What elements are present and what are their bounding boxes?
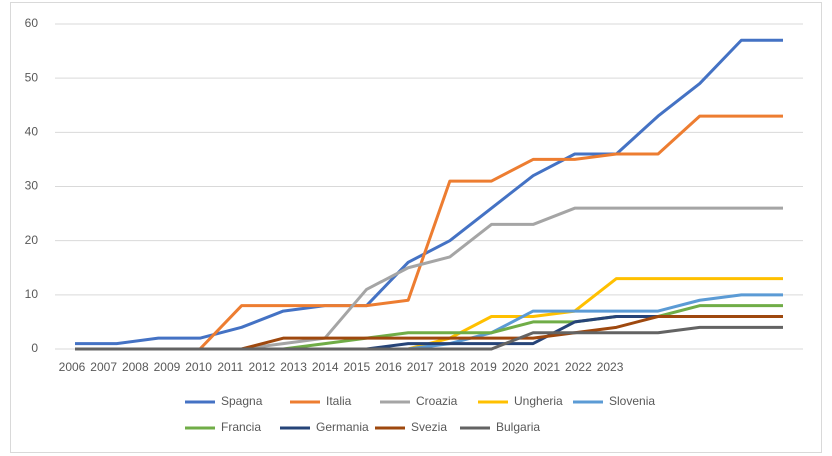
y-tick-label: 40 [25, 125, 39, 139]
series-line [75, 38, 783, 346]
legend-label: Bulgaria [496, 420, 540, 434]
x-tick-label: 2018 [438, 360, 465, 374]
x-tick-label: 2023 [597, 360, 624, 374]
x-tick-label: 2014 [312, 360, 339, 374]
legend-label: Croazia [416, 394, 458, 408]
x-tick-label: 2009 [154, 360, 181, 374]
x-tick-label: 2012 [249, 360, 276, 374]
x-tick-label: 2010 [185, 360, 212, 374]
x-tick-label: 2017 [407, 360, 434, 374]
x-tick-label: 2008 [122, 360, 149, 374]
legend-label: Slovenia [609, 394, 655, 408]
y-tick-label: 50 [25, 70, 39, 84]
x-tick-label: 2015 [343, 360, 370, 374]
legend-label: Ungheria [514, 394, 563, 408]
legend-label: Svezia [411, 420, 447, 434]
x-tick-label: 2011 [217, 360, 243, 374]
x-tick-label: 2013 [280, 360, 307, 374]
y-tick-label: 0 [31, 341, 38, 355]
legend-label: Spagna [221, 394, 263, 408]
y-tick-label: 30 [25, 179, 39, 193]
y-tick-label: 60 [25, 16, 39, 30]
x-tick-label: 2021 [533, 360, 560, 374]
x-tick-label: 2022 [565, 360, 592, 374]
x-tick-label: 2020 [502, 360, 529, 374]
chart-border [10, 2, 822, 453]
legend-label: Italia [326, 394, 352, 408]
legend-label: Germania [316, 420, 369, 434]
y-tick-label: 20 [25, 233, 39, 247]
x-tick-label: 2007 [90, 360, 117, 374]
series-line [75, 325, 783, 351]
x-tick-label: 2006 [59, 360, 86, 374]
x-tick-label: 2016 [375, 360, 402, 374]
x-tick-label: 2019 [470, 360, 497, 374]
legend-label: Francia [221, 420, 261, 434]
y-tick-label: 10 [25, 287, 39, 301]
